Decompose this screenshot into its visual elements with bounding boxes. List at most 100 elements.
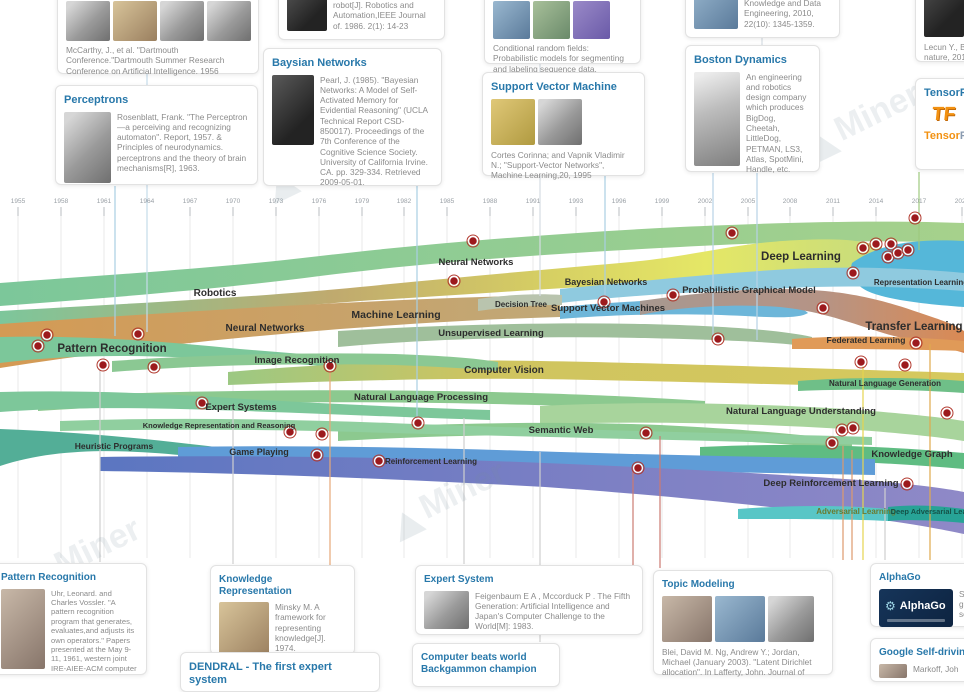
stream-knowledge-graph[interactable] xyxy=(700,445,964,469)
portrait-photo xyxy=(207,1,251,41)
card-text: Blei, David M. Ng, Andrew Y.; Jordan, Mi… xyxy=(662,646,812,678)
milestone-dot[interactable] xyxy=(847,267,859,279)
milestone-dot-ring xyxy=(846,421,860,435)
milestone-dot[interactable] xyxy=(836,424,848,436)
milestone-dot[interactable] xyxy=(901,478,913,490)
stream-label: Pattern Recognition xyxy=(57,343,166,355)
milestone-dot[interactable] xyxy=(847,422,859,434)
milestone-dot[interactable] xyxy=(284,426,296,438)
milestone-dot[interactable] xyxy=(373,455,385,467)
portrait-photo xyxy=(694,0,738,29)
milestone-dot-ring xyxy=(195,396,209,410)
milestone-dot[interactable] xyxy=(467,235,479,247)
milestone-dot[interactable] xyxy=(132,328,144,340)
stream-unsupervised-learning[interactable] xyxy=(338,323,812,347)
milestone-dot[interactable] xyxy=(817,302,829,314)
stream-machine-learning[interactable] xyxy=(0,295,560,368)
milestone-dot[interactable] xyxy=(97,359,109,371)
milestone-dot[interactable] xyxy=(910,337,922,349)
milestone-dot[interactable] xyxy=(909,212,921,224)
stream-decision-tree[interactable] xyxy=(478,294,562,311)
milestone-dot-ring xyxy=(869,237,883,251)
card-tensorflow[interactable]: TensorFlow TF TensorFlow xyxy=(915,78,964,170)
card-google-selfdriving[interactable]: Google Self-driving Markoff, Joh xyxy=(870,638,964,682)
card-pattern-recognition[interactable]: Pattern Recognition Uhr, Leonard. and Ch… xyxy=(0,563,147,675)
milestone-dot[interactable] xyxy=(902,244,914,256)
card-baysian-networks[interactable]: Baysian Networks Pearl, J. (1985). "Baye… xyxy=(263,48,442,187)
card-title: Support Vector Machine xyxy=(491,81,617,93)
card-text: Conditional random fields: Probabilistic… xyxy=(493,43,624,74)
milestone-dot[interactable] xyxy=(885,238,897,250)
card-conditional-random-fields[interactable]: Conditional random fields: Probabilistic… xyxy=(484,0,641,74)
milestone-dot[interactable] xyxy=(196,397,208,409)
card-dartmouth-conference[interactable]: McCarthy, J., et al. "Dartmouth Conferen… xyxy=(57,0,259,76)
milestone-dot[interactable] xyxy=(667,289,679,301)
card-tkde-paper[interactable]: Transactions on Knowledge and Data Engin… xyxy=(685,0,840,38)
milestone-dot[interactable] xyxy=(857,242,869,254)
card-lecun-paper[interactable]: Lecun Y., B nature, 201 xyxy=(915,0,964,62)
stream-expert-systems[interactable] xyxy=(0,391,490,420)
card-support-vector-machine[interactable]: Support Vector Machine Cortes Corinna; a… xyxy=(482,72,645,180)
milestone-dot[interactable] xyxy=(870,238,882,250)
stream-neural-networks-deep-learning[interactable] xyxy=(0,239,882,331)
stream-natural-language-processing[interactable] xyxy=(38,390,705,412)
year-label: 1967 xyxy=(183,198,198,205)
milestone-dot[interactable] xyxy=(640,427,652,439)
card-title: DENDRAL - The first expert system xyxy=(189,661,332,686)
stream-knowledge-representation-and-reasoning[interactable] xyxy=(60,418,872,445)
milestone-dot[interactable] xyxy=(882,251,894,263)
card-alphago[interactable]: AlphaGo ⚙ AlphaGo Sil ga se xyxy=(870,563,964,627)
stream-deep-adversarial-learning[interactable] xyxy=(888,505,964,523)
milestone-dot[interactable] xyxy=(941,407,953,419)
card-topic-modeling[interactable]: Topic Modeling Blei, David M. Ng, Andrew… xyxy=(653,570,833,678)
portrait-photo xyxy=(768,595,814,642)
milestone-dot-ring xyxy=(854,355,868,369)
stream-robotics[interactable] xyxy=(0,221,964,306)
milestone-dot[interactable] xyxy=(712,333,724,345)
stream-probabilistic-graphical-model-transfer-learning[interactable] xyxy=(640,289,964,353)
stream-bayesian-networks[interactable] xyxy=(560,267,964,303)
milestone-dot[interactable] xyxy=(855,356,867,368)
milestone-dot[interactable] xyxy=(726,227,738,239)
stream-adversarial-learning[interactable] xyxy=(738,506,888,521)
stream-computer-vision[interactable] xyxy=(228,360,964,389)
milestone-dot[interactable] xyxy=(412,417,424,429)
card-text: Feigenbaum E A , Mccorduck P . The Fifth… xyxy=(475,590,631,632)
milestone-dot[interactable] xyxy=(826,437,838,449)
milestone-dot[interactable] xyxy=(316,428,328,440)
stream-natural-language-understanding[interactable] xyxy=(540,403,964,441)
milestone-dot[interactable] xyxy=(311,449,323,461)
card-dendral[interactable]: DENDRAL - The first expert system xyxy=(180,652,380,692)
tensorflow-wordmark-a: Tensor xyxy=(924,129,960,142)
portrait-photo xyxy=(219,602,269,658)
stream-heuristic-programs[interactable] xyxy=(0,429,295,470)
card-text: Lecun Y., B nature, 201 xyxy=(924,42,964,63)
milestone-dot[interactable] xyxy=(41,329,53,341)
milestone-dot-ring xyxy=(639,426,653,440)
stream-natural-language-generation[interactable] xyxy=(798,378,964,393)
card-perceptrons[interactable]: Perceptrons Rosenblatt, Frank. "The Perc… xyxy=(55,85,258,185)
milestone-dot[interactable] xyxy=(148,361,160,373)
milestone-dot[interactable] xyxy=(632,462,644,474)
year-label: 1958 xyxy=(54,198,69,205)
year-label: 1985 xyxy=(440,198,455,205)
milestone-dot[interactable] xyxy=(324,360,336,372)
year-label: 2005 xyxy=(741,198,756,205)
milestone-dot[interactable] xyxy=(32,340,44,352)
card-backgammon[interactable]: Computer beats world Backgammon champion xyxy=(412,643,560,687)
milestone-dot-ring xyxy=(940,406,954,420)
card-knowledge-representation[interactable]: Knowledge Representation Minsky M. A fra… xyxy=(210,565,355,658)
milestone-dot[interactable] xyxy=(892,247,904,259)
milestone-dot[interactable] xyxy=(598,296,610,308)
card-boston-dynamics[interactable]: Boston Dynamics An engineering and robot… xyxy=(685,45,820,174)
stream-game-playing[interactable] xyxy=(178,446,875,475)
milestone-dot[interactable] xyxy=(899,359,911,371)
portrait-photo xyxy=(64,111,111,183)
stream-reinforcement-learning[interactable] xyxy=(100,456,964,534)
card-robotics-paper[interactable]: robot[J]. Robotics and Automation,IEEE J… xyxy=(278,0,445,40)
stream-image-recognition[interactable] xyxy=(112,353,498,372)
stream-label: Knowledge Representation and Reasoning xyxy=(143,421,296,430)
card-title: AlphaGo xyxy=(879,572,921,583)
milestone-dot[interactable] xyxy=(448,275,460,287)
card-expert-system[interactable]: Expert System Feigenbaum E A , Mccorduck… xyxy=(415,565,643,635)
